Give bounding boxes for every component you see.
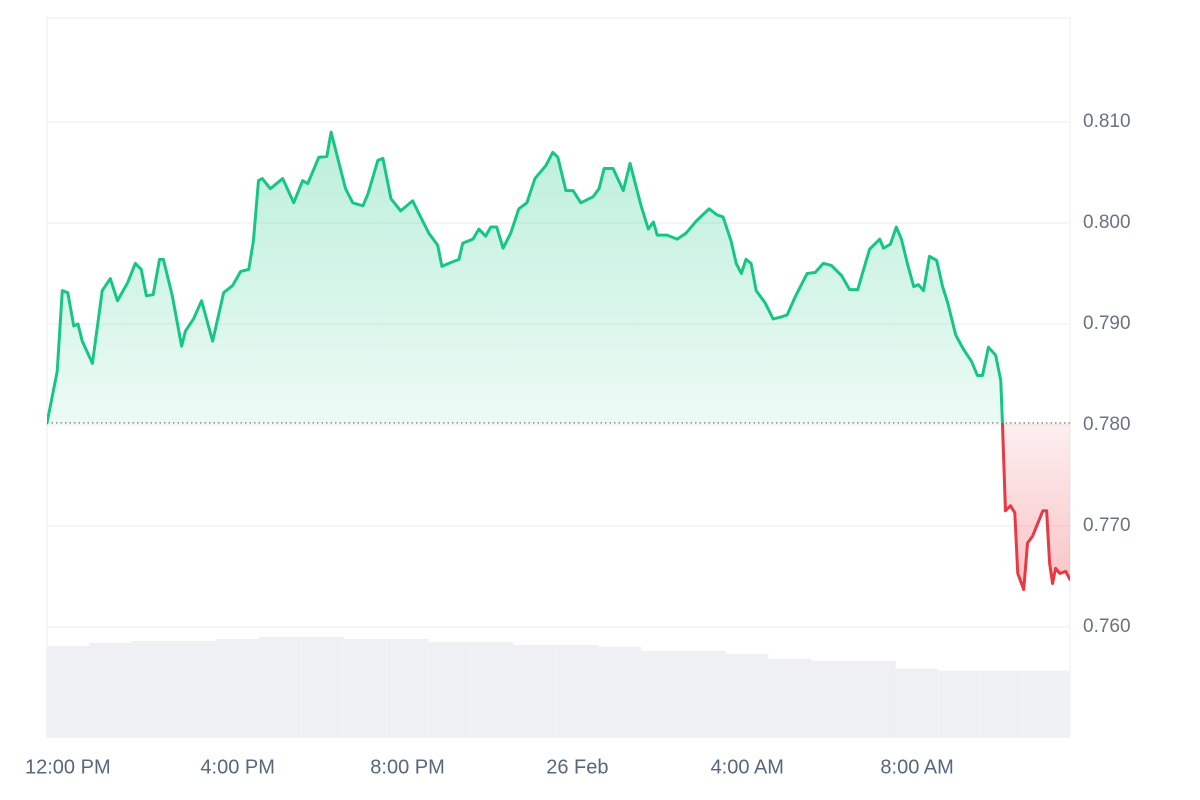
- y-tick-label: 0.790: [1083, 313, 1131, 334]
- volume-bar: [1065, 670, 1070, 737]
- volume-bar: [131, 640, 174, 737]
- volume-bar: [641, 650, 684, 737]
- volume-bar: [428, 641, 472, 737]
- volume-bar: [810, 660, 854, 737]
- volume-bar: [726, 653, 769, 737]
- volume-bar: [683, 650, 727, 737]
- volume-bar: [258, 637, 302, 737]
- volume-bar: [980, 670, 1024, 737]
- data-layer: [47, 130, 1070, 592]
- volume-bar: [768, 658, 811, 737]
- x-tick-label: 4:00 PM: [200, 756, 274, 778]
- volume-layer: [47, 637, 1070, 737]
- volume-bar: [938, 670, 981, 737]
- volume-bar: [301, 637, 344, 737]
- volume-bar: [513, 644, 557, 737]
- x-tick-label: 8:00 PM: [370, 756, 444, 778]
- price-line: [47, 130, 1070, 592]
- volume-bar: [343, 638, 387, 737]
- y-tick-label: 0.800: [1083, 212, 1131, 233]
- y-tick-label: 0.770: [1083, 515, 1131, 536]
- volume-bar: [556, 644, 599, 737]
- volume-bar: [89, 642, 132, 737]
- x-tick-label: 12:00 PM: [25, 756, 111, 778]
- volume-bar: [853, 660, 896, 737]
- y-tick-label: 0.760: [1083, 616, 1131, 637]
- y-tick-label: 0.810: [1083, 111, 1131, 132]
- volume-bar: [1023, 670, 1066, 737]
- x-tick-label: 8:00 AM: [880, 756, 953, 778]
- volume-bar: [471, 641, 514, 737]
- volume-bar: [173, 640, 217, 737]
- volume-bar: [216, 638, 259, 737]
- labels-layer: 0.760 0.770 0.780 0.790 0.800 0.810 12:00 PM 4:…: [25, 111, 1131, 778]
- area-fill: [47, 132, 1070, 590]
- x-tick-label: 4:00 AM: [711, 756, 784, 778]
- volume-bar: [386, 638, 429, 737]
- volume-bar: [895, 668, 939, 737]
- y-tick-label: 0.780: [1083, 414, 1131, 435]
- volume-bar: [598, 646, 642, 737]
- x-tick-label: 26 Feb: [546, 756, 608, 778]
- volume-bar: [47, 645, 90, 737]
